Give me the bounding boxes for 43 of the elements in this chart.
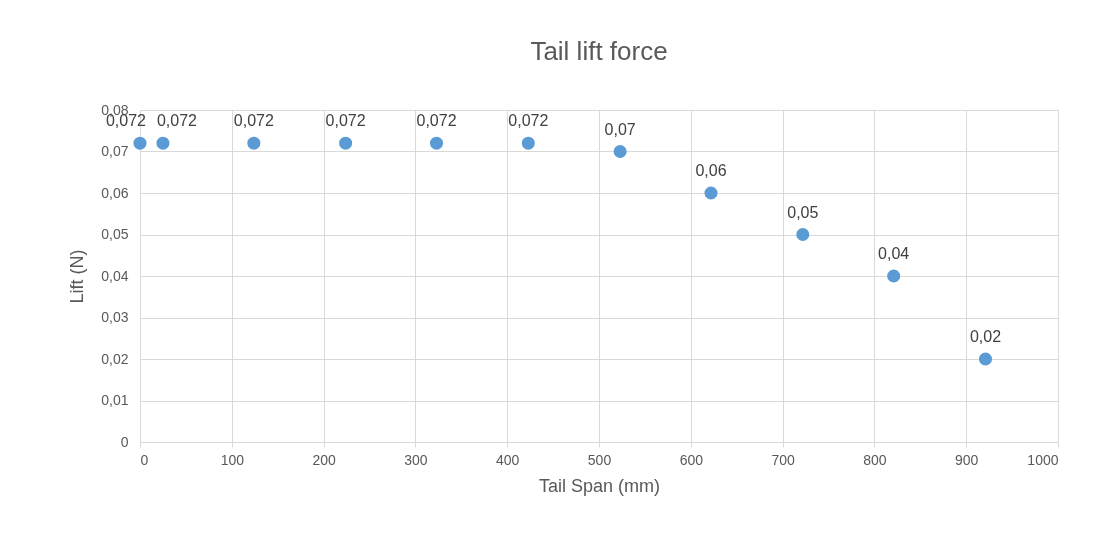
data-label: 0,072 <box>156 112 198 130</box>
y-tick-label: 0,05 <box>101 226 129 242</box>
point <box>521 136 535 150</box>
x-tick-label: 600 <box>679 451 704 468</box>
data-label: 0,04 <box>878 245 910 262</box>
x-tick-label: 500 <box>587 451 612 468</box>
y-tick-label: 0,06 <box>101 184 129 201</box>
y-tick-label: 0,01 <box>101 392 129 408</box>
point <box>133 136 147 150</box>
x-tick-label: 900 <box>955 451 979 468</box>
chart-title: Tail lift force <box>530 36 668 66</box>
point <box>339 136 353 150</box>
data-label: 0,05 <box>787 203 819 221</box>
data-label: 0,072 <box>416 112 457 130</box>
x-tick-label: 1000 <box>1027 451 1059 468</box>
point <box>430 136 444 150</box>
y-tick-label: 0,07 <box>101 143 129 159</box>
point <box>704 186 718 200</box>
x-tick-label: 0 <box>140 451 149 468</box>
data-label: 0,06 <box>695 162 727 179</box>
x-tick-label: 800 <box>863 451 887 468</box>
y-axis-title: Lift (N) <box>67 249 88 304</box>
point <box>887 269 901 283</box>
y-tick-label: 0,03 <box>101 309 129 325</box>
point <box>247 136 261 150</box>
x-tick-label: 100 <box>220 451 245 468</box>
x-tick-label: 300 <box>404 451 428 468</box>
point <box>156 136 170 150</box>
x-tick-label: 400 <box>496 451 520 468</box>
point <box>613 144 627 159</box>
y-tick-label: 0,02 <box>101 350 129 367</box>
data-label: 0,072 <box>233 112 274 130</box>
x-tick-label: 700 <box>771 451 795 468</box>
y-tick-label: 0 <box>120 433 129 450</box>
data-label: 0,07 <box>604 120 636 138</box>
y-tick-label: 0,04 <box>101 267 129 284</box>
point <box>978 352 992 366</box>
data-label: 0,02 <box>969 328 1002 345</box>
data-label: 0,072 <box>325 112 366 130</box>
point <box>796 227 810 242</box>
x-axis-title: Tail Span (mm) <box>538 475 661 496</box>
data-label: 0,072 <box>508 112 549 130</box>
x-tick-label: 200 <box>312 451 336 468</box>
